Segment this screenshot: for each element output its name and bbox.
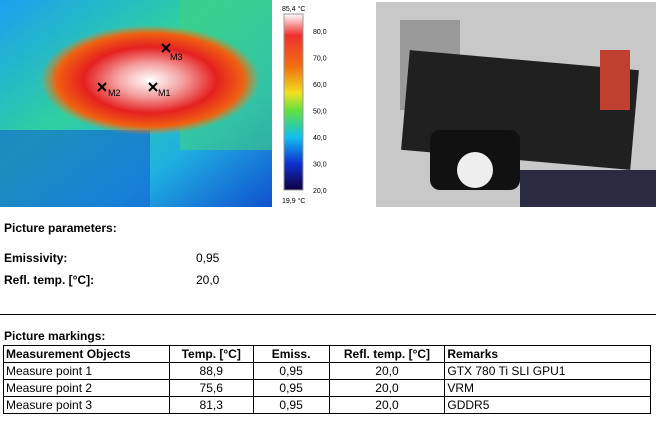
- column-header: Emiss.: [252, 345, 330, 363]
- scale-tick: 20,0: [313, 188, 327, 195]
- markings-table: Measurement Objects Temp. [°C] Emiss. Refl.…: [3, 345, 651, 414]
- table-cell: 81,3: [168, 396, 254, 414]
- scale-tick: 70,0: [313, 56, 327, 63]
- param-value: 20,0: [196, 273, 220, 287]
- param-value: 0,95: [196, 251, 220, 265]
- param-label: Emissivity:: [4, 251, 68, 265]
- table-cell: 88,9: [168, 362, 254, 380]
- scale-max: 85,4 °C: [282, 5, 305, 13]
- table-cell: Measure point 1: [3, 362, 170, 380]
- param-label: Refl. temp. [°C]:: [4, 273, 95, 287]
- photo: [376, 2, 656, 207]
- table-cell: Measure point 2: [3, 379, 170, 397]
- section-title: Picture parameters:: [4, 221, 117, 235]
- images: 85,4 °C 19,9 °C 80,0 70,0 60,0 50,0 40,0 30,0 20…: [0, 0, 656, 207]
- table-cell: GTX 780 Ti SLI GPU1: [444, 362, 651, 380]
- marker-label: M1: [158, 88, 171, 98]
- table-cell: 20,0: [328, 362, 446, 380]
- marker-label: M2: [108, 88, 121, 98]
- marker-label: M3: [170, 52, 183, 62]
- thermal-image: [0, 0, 272, 207]
- table-cell: Measure point 3: [3, 396, 170, 414]
- table-cell: 75,6: [168, 379, 254, 397]
- table-cell: GDDR5: [444, 396, 651, 414]
- column-header: Remarks: [444, 345, 651, 363]
- table-cell: 20,0: [328, 396, 446, 414]
- divider: [0, 314, 656, 315]
- scale-tick: 60,0: [313, 82, 327, 89]
- table-row: Measure point 2 75,6 0,95 20,0 VRM: [3, 379, 651, 397]
- column-header: Measurement Objects: [3, 345, 170, 363]
- table-cell: 0,95: [252, 396, 330, 414]
- scale-tick: 40,0: [313, 135, 327, 142]
- color-scale: [283, 13, 304, 191]
- scale-tick: 50,0: [313, 109, 327, 116]
- table-cell: 0,95: [252, 362, 330, 380]
- column-header: Temp. [°C]: [168, 345, 254, 363]
- scale-min: 19,9 °C: [282, 197, 305, 205]
- scale-tick: 80,0: [313, 29, 327, 36]
- table-cell: 0,95: [252, 379, 330, 397]
- scale-tick: 30,0: [313, 162, 327, 169]
- section-title: Picture markings:: [4, 329, 106, 343]
- table-row: Measure point 1 88,9 0,95 20,0 GTX 780 Ti SL…: [3, 362, 651, 380]
- column-header: Refl. temp. [°C]: [328, 345, 446, 363]
- table-row: Measure point 3 81,3 0,95 20,0 GDDR5: [3, 396, 651, 414]
- table-cell: 20,0: [328, 379, 446, 397]
- table-cell: VRM: [444, 379, 651, 397]
